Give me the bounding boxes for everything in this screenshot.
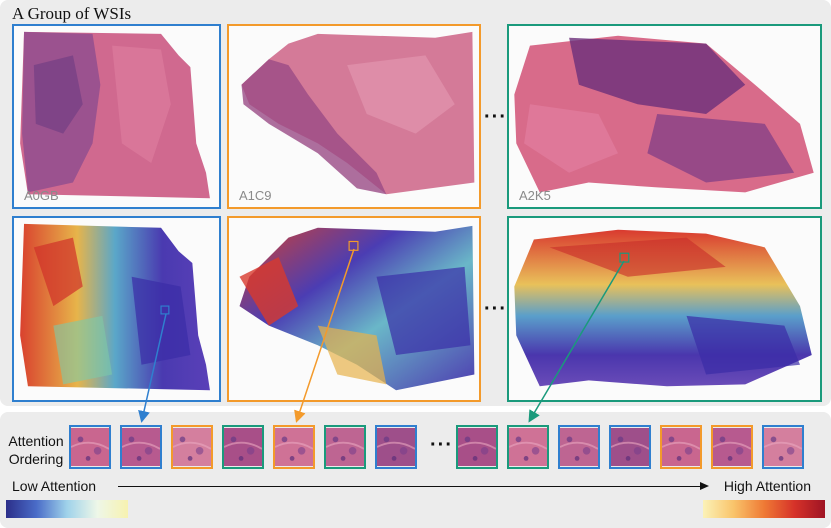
ellipsis-bottom: ··· <box>430 434 453 456</box>
slide-frame-a1c9: A1C9 <box>227 24 481 209</box>
slide-label-a1c9: A1C9 <box>239 188 272 203</box>
heatmap-frame-a2k5 <box>507 216 822 402</box>
patch-tile <box>456 425 498 469</box>
patch-tile <box>120 425 162 469</box>
slide-label-a2k5: A2K5 <box>519 188 551 203</box>
low-attention-label: Low Attention <box>12 478 97 494</box>
patch-tile <box>558 425 600 469</box>
slide-frame-a0gb: A0GB <box>12 24 221 209</box>
patch-tile <box>762 425 804 469</box>
patch-tile <box>375 425 417 469</box>
ellipsis-top: ··· <box>484 106 507 128</box>
patch-tile <box>69 425 111 469</box>
high-attention-label: High Attention <box>723 478 811 494</box>
slide-frame-a2k5: A2K5 <box>507 24 822 209</box>
patch-tile <box>507 425 549 469</box>
heatmap-a1c9 <box>239 225 475 391</box>
heatmap-frame-a1c9 <box>227 216 481 402</box>
low-attention-colorbar <box>6 500 128 518</box>
patch-tile <box>609 425 651 469</box>
attention-axis-line <box>118 486 703 487</box>
figure-title: A Group of WSIs <box>12 4 132 23</box>
heatmap-a0gb <box>20 223 210 391</box>
patch-tile <box>324 425 366 469</box>
he-slide-a1c9 <box>241 31 475 195</box>
he-slide-a2k5 <box>514 35 814 193</box>
patch-tile <box>222 425 264 469</box>
attention-ordering-label: Attention Ordering <box>4 432 68 468</box>
ellipsis-middle: ··· <box>484 298 507 320</box>
heatmap-a2k5 <box>514 229 812 387</box>
patch-tile <box>273 425 315 469</box>
he-slide-a0gb <box>20 31 210 199</box>
heatmap-frame-a0gb <box>12 216 221 402</box>
patch-tile <box>711 425 753 469</box>
patch-tile <box>660 425 702 469</box>
attention-axis-arrowhead <box>700 482 709 490</box>
patch-tile <box>171 425 213 469</box>
high-attention-colorbar <box>703 500 825 518</box>
slide-label-a0gb: A0GB <box>24 188 59 203</box>
attention-ordering-line2: Ordering <box>8 451 64 467</box>
attention-ordering-line1: Attention <box>8 433 64 449</box>
